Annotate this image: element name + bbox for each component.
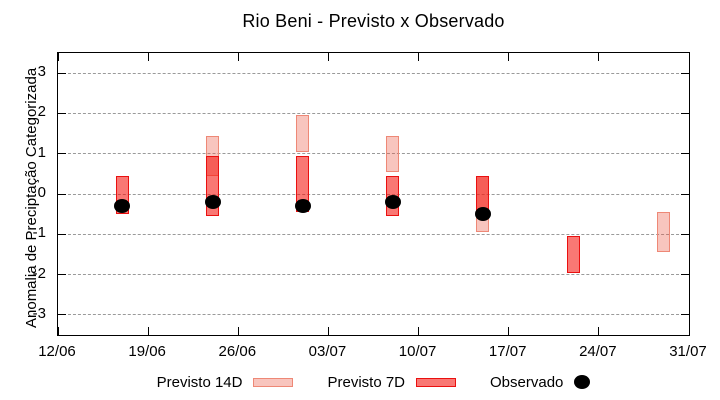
y-tick-label: -1: [32, 224, 46, 242]
x-tick-label: 10/07: [398, 343, 437, 360]
x-tick-label: 24/07: [579, 343, 617, 360]
y-tick-label: 2: [37, 103, 46, 121]
x-tick-mark: [237, 327, 239, 335]
x-tick-label: 19/06: [128, 343, 166, 360]
y-tick-mark: [681, 72, 689, 74]
plot-area: [57, 52, 690, 336]
forecast-box-14d: [386, 135, 400, 172]
x-tick-mark: [688, 53, 690, 61]
x-tick-mark: [688, 327, 690, 335]
x-tick-mark: [57, 53, 59, 61]
observed-dot: [204, 195, 221, 210]
y-tick-label: 3: [37, 63, 46, 81]
observed-dot: [294, 199, 311, 214]
gridline: [58, 193, 689, 195]
x-tick-label: 17/07: [488, 343, 527, 360]
y-tick-mark: [681, 233, 689, 235]
x-tick-mark: [237, 53, 239, 61]
legend-label: Previsto 7D: [327, 373, 406, 391]
forecast-box-7d: [566, 236, 580, 273]
legend-swatch-box: [416, 377, 457, 387]
legend: Previsto 14D Previsto 7D Observado: [57, 371, 690, 393]
gridline: [58, 274, 689, 276]
y-tick-mark: [58, 153, 66, 155]
y-tick-mark: [58, 314, 66, 316]
y-tick-mark: [681, 314, 689, 316]
gridline: [58, 112, 689, 114]
legend-item: Previsto 7D: [327, 373, 457, 391]
y-tick-mark: [58, 233, 66, 235]
y-tick-mark: [681, 112, 689, 114]
x-tick-mark: [598, 53, 600, 61]
y-tick-mark: [681, 274, 689, 276]
y-tick-label: -3: [32, 304, 46, 322]
x-tick-mark: [508, 53, 510, 61]
x-tick-mark: [418, 327, 420, 335]
x-tick-label: 12/06: [38, 343, 76, 360]
y-tick-mark: [58, 112, 66, 114]
y-tick-mark: [681, 153, 689, 155]
x-tick-mark: [598, 327, 600, 335]
x-tick-mark: [147, 53, 149, 61]
x-tick-label: 03/07: [308, 343, 347, 360]
gridline: [58, 314, 689, 316]
x-tick-mark: [327, 327, 329, 335]
y-tick-mark: [58, 274, 66, 276]
y-tick-mark: [58, 193, 66, 195]
x-tick-mark: [57, 327, 59, 335]
chart-title: Rio Beni - Previsto x Observado: [242, 11, 505, 31]
forecast-box-14d: [296, 115, 310, 152]
legend-swatch-dot: [574, 375, 591, 389]
x-tick-label: 26/06: [218, 343, 257, 360]
x-tick-mark: [418, 53, 420, 61]
y-tick-mark: [681, 193, 689, 195]
legend-label: Observado: [490, 373, 564, 391]
y-tick-mark: [58, 72, 66, 74]
gridline: [58, 153, 689, 155]
y-tick-label: 0: [37, 184, 46, 201]
y-tick-label: 1: [37, 143, 46, 161]
legend-label: Previsto 14D: [156, 373, 243, 391]
x-tick-mark: [327, 53, 329, 61]
x-tick-mark: [508, 327, 510, 335]
x-tick-label: 31/07: [669, 343, 707, 360]
gridline: [58, 72, 689, 74]
y-tick-label: -2: [32, 264, 46, 282]
legend-item: Observado: [490, 373, 591, 391]
x-tick-mark: [147, 327, 149, 335]
observed-dot: [384, 195, 401, 210]
forecast-box-14d: [656, 212, 670, 253]
observed-dot: [474, 207, 491, 222]
legend-item: Previsto 14D: [157, 374, 294, 391]
legend-swatch-box: [253, 377, 294, 387]
observed-dot: [114, 199, 131, 214]
gridline: [58, 233, 689, 235]
